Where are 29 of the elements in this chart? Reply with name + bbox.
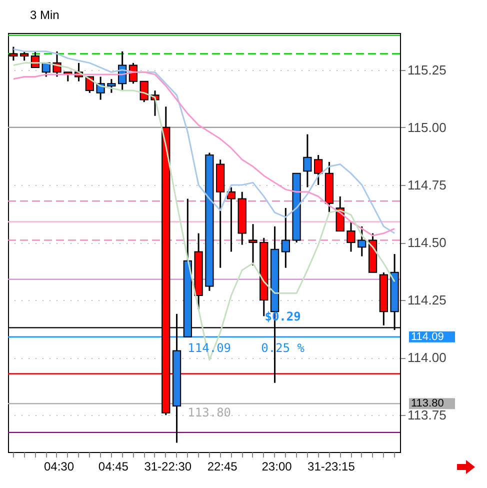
candlestick	[248, 223, 258, 266]
annotation: 113.80	[188, 406, 232, 420]
y-tick-label: 114.00	[408, 350, 446, 366]
candlestick	[346, 221, 356, 252]
y-tick-label: 114.75	[408, 177, 446, 192]
candlestick	[358, 226, 366, 258]
ref-line-label: 114.09	[411, 330, 444, 343]
x-tick-label: 31-23:15	[308, 460, 356, 474]
chart-title: 3 Min	[30, 8, 60, 22]
candlestick	[226, 186, 236, 252]
candlestick	[20, 50, 29, 62]
candlestick	[107, 78, 116, 94]
y-tick-label: 114.25	[408, 292, 446, 308]
y-tick-label: 114.50	[408, 235, 446, 250]
candlestick	[281, 207, 290, 269]
y-tick-label: 115.00	[408, 120, 446, 135]
x-tick-label: 04:45	[98, 460, 129, 474]
candlestick	[128, 62, 138, 84]
ref-line-label: 113.80	[411, 398, 444, 410]
x-tick-label: 23:00	[262, 460, 292, 474]
candlestick	[140, 80, 148, 103]
candlestick	[303, 134, 312, 188]
candlestick	[314, 154, 323, 186]
annotation: 114.09	[188, 341, 232, 356]
x-tick-label: 31-22:30	[144, 460, 192, 474]
y-tick-label: 113.75	[408, 408, 446, 423]
y-tick-label: 115.25	[408, 62, 446, 78]
x-tick-label: 22:45	[207, 460, 238, 474]
x-tick-label: 04:30	[44, 460, 74, 474]
